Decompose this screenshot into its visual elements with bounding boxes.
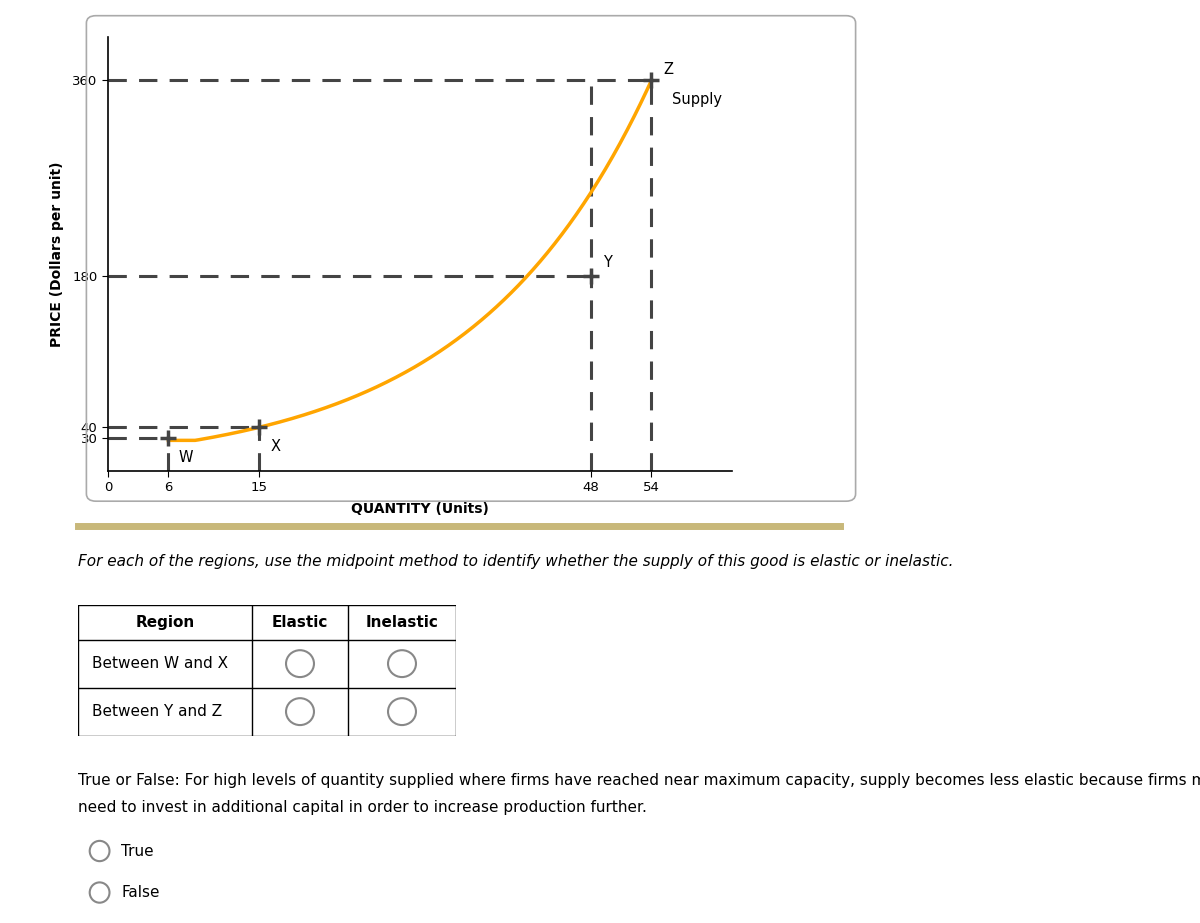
Text: W: W — [179, 450, 193, 465]
Text: Inelastic: Inelastic — [366, 615, 438, 629]
Text: Region: Region — [136, 615, 194, 629]
X-axis label: QUANTITY (Units): QUANTITY (Units) — [352, 502, 488, 517]
Text: For each of the regions, use the midpoint method to identify whether the supply : For each of the regions, use the midpoin… — [78, 554, 954, 569]
Text: Supply: Supply — [672, 92, 721, 107]
Text: False: False — [121, 885, 160, 900]
Text: True or False: For high levels of quantity supplied where firms have reached nea: True or False: For high levels of quanti… — [78, 773, 1200, 787]
Text: Between W and X: Between W and X — [92, 656, 228, 671]
Text: Between Y and Z: Between Y and Z — [92, 704, 222, 719]
Text: Z: Z — [664, 62, 673, 77]
Text: Elastic: Elastic — [272, 615, 328, 629]
Text: need to invest in additional capital in order to increase production further.: need to invest in additional capital in … — [78, 800, 647, 815]
Y-axis label: PRICE (Dollars per unit): PRICE (Dollars per unit) — [50, 162, 64, 346]
Text: Y: Y — [604, 255, 612, 270]
Text: True: True — [121, 844, 154, 858]
Text: X: X — [271, 439, 281, 454]
